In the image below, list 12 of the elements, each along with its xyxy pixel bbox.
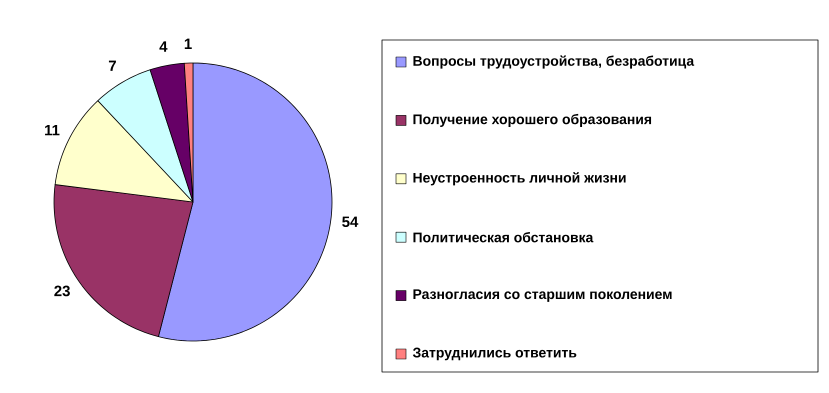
data-label: 7 xyxy=(108,60,116,71)
data-label: 54 xyxy=(342,216,358,228)
data-label: 1 xyxy=(184,38,192,49)
legend-label: Разногласия со старшим поколением xyxy=(413,289,672,302)
legend-label: Затруднились ответить xyxy=(412,348,576,360)
legend-label: Политическая обстановка xyxy=(413,232,594,242)
legend-label: Получение хорошего образования xyxy=(413,114,652,127)
data-label: 11 xyxy=(45,125,60,136)
legend-label: Вопросы трудоустройства, безработица xyxy=(413,55,694,69)
legend-label: Неустроенность личной жизни xyxy=(413,172,626,186)
data-label: 23 xyxy=(54,286,70,296)
data-label: 4 xyxy=(159,41,168,52)
